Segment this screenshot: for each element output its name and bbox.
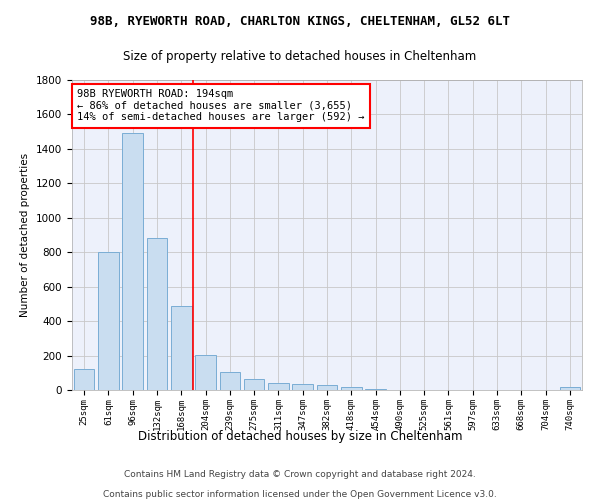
- Bar: [292, 384, 313, 390]
- Bar: [146, 238, 167, 390]
- Text: 98B, RYEWORTH ROAD, CHARLTON KINGS, CHELTENHAM, GL52 6LT: 98B, RYEWORTH ROAD, CHARLTON KINGS, CHEL…: [90, 15, 510, 28]
- Y-axis label: Number of detached properties: Number of detached properties: [20, 153, 31, 317]
- Bar: [244, 379, 265, 390]
- Bar: [122, 134, 143, 390]
- Bar: [560, 388, 580, 390]
- Text: Distribution of detached houses by size in Cheltenham: Distribution of detached houses by size …: [138, 430, 462, 443]
- Bar: [171, 306, 191, 390]
- Bar: [365, 389, 386, 390]
- Text: Contains public sector information licensed under the Open Government Licence v3: Contains public sector information licen…: [103, 490, 497, 499]
- Bar: [317, 386, 337, 390]
- Bar: [74, 370, 94, 390]
- Bar: [220, 372, 240, 390]
- Text: 98B RYEWORTH ROAD: 194sqm
← 86% of detached houses are smaller (3,655)
14% of se: 98B RYEWORTH ROAD: 194sqm ← 86% of detac…: [77, 90, 365, 122]
- Bar: [195, 354, 216, 390]
- Bar: [98, 252, 119, 390]
- Text: Contains HM Land Registry data © Crown copyright and database right 2024.: Contains HM Land Registry data © Crown c…: [124, 470, 476, 479]
- Text: Size of property relative to detached houses in Cheltenham: Size of property relative to detached ho…: [124, 50, 476, 63]
- Bar: [268, 383, 289, 390]
- Bar: [341, 386, 362, 390]
